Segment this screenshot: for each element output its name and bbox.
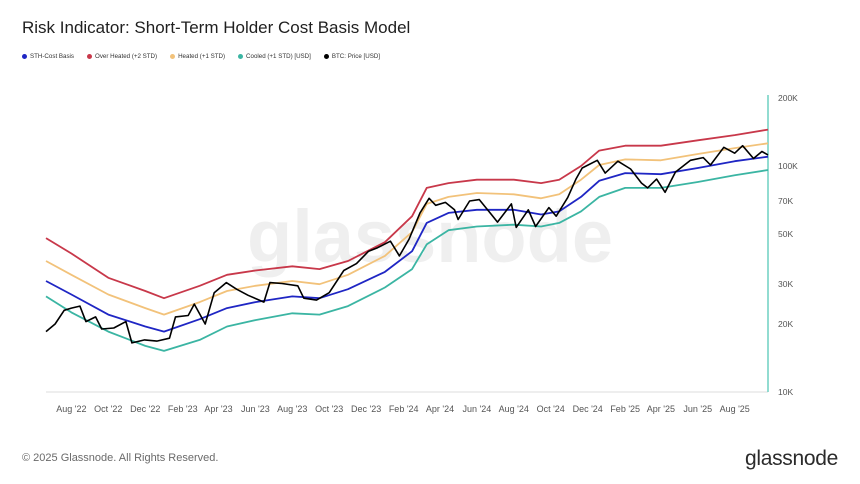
legend-item-btc-price[interactable]: BTC: Price [USD]	[323, 53, 381, 60]
legend-item-heated[interactable]: Heated (+1 STD)	[170, 53, 225, 60]
y-tick-label: 100K	[778, 161, 798, 171]
legend-dot	[170, 54, 176, 59]
watermark: glassnode	[247, 195, 613, 278]
x-tick-label: Apr '25	[647, 404, 675, 414]
series-line-cooled-1-std-usd	[45, 169, 769, 352]
x-tick-label: Jun '25	[683, 404, 712, 414]
legend-item-cooled[interactable]: Cooled (+1 STD) [USD]	[238, 53, 311, 60]
x-tick-label: Dec '24	[573, 404, 603, 414]
y-tick-label: 50K	[778, 229, 793, 239]
y-tick-label: 200K	[778, 93, 798, 103]
x-tick-label: Feb '25	[610, 404, 640, 414]
legend-dot	[87, 54, 93, 59]
legend-dot	[22, 54, 27, 59]
x-tick-label: Dec '23	[351, 404, 381, 414]
series-line-over-heated-2-std	[45, 128, 769, 300]
series-line-sth-cost-basis	[45, 155, 769, 333]
x-tick-label: Oct '24	[537, 404, 565, 414]
legend-label: Cooled (+1 STD) [USD]	[246, 53, 311, 60]
x-tick-label: Jun '24	[463, 404, 492, 414]
legend-dot	[238, 54, 244, 59]
x-tick-label: Feb '23	[168, 404, 198, 414]
x-tick-label: Jun '23	[241, 404, 270, 414]
legend: STH-Cost Basis Over Heated (+2 STD) Heat…	[22, 53, 380, 60]
x-tick-label: Feb '24	[389, 404, 419, 414]
series-line-btc-price-usd	[45, 144, 769, 344]
x-tick-label: Apr '23	[204, 404, 232, 414]
y-tick-label: 30K	[778, 279, 793, 289]
legend-item-sth-cost-basis[interactable]: STH-Cost Basis	[22, 53, 74, 60]
series-line-heated-1-std	[45, 142, 769, 316]
x-tick-label: Apr '24	[426, 404, 454, 414]
y-tick-label: 70K	[778, 196, 793, 206]
y-tick-label: 20K	[778, 319, 793, 329]
legend-item-over-heated[interactable]: Over Heated (+2 STD)	[87, 53, 157, 60]
y-axis-ticks: 10K 20K 30K 50K 70K 100K 200K	[778, 93, 798, 397]
x-tick-label: Dec '22	[130, 404, 160, 414]
x-tick-label: Aug '23	[277, 404, 307, 414]
legend-label: Over Heated (+2 STD)	[95, 53, 158, 60]
legend-label: Heated (+1 STD)	[178, 53, 226, 60]
copyright-text: © 2025 Glassnode. All Rights Reserved.	[22, 452, 219, 464]
x-tick-label: Aug '24	[499, 404, 529, 414]
x-tick-label: Oct '23	[315, 404, 343, 414]
x-tick-label: Oct '22	[94, 404, 122, 414]
series-layer	[45, 128, 769, 352]
x-tick-label: Aug '25	[720, 404, 750, 414]
chart-title: Risk Indicator: Short-Term Holder Cost B…	[22, 18, 411, 37]
x-tick-label: Aug '22	[56, 404, 86, 414]
legend-dot	[323, 54, 329, 59]
x-axis-ticks: Aug '22 Oct '22 Dec '22 Feb '23 Apr '23 Jun '…	[56, 404, 750, 414]
y-tick-label: 10K	[778, 387, 793, 397]
legend-label: STH-Cost Basis	[30, 53, 75, 60]
glassnode-logo[interactable]: glassnode	[744, 447, 838, 470]
legend-label: BTC: Price [USD]	[331, 53, 381, 60]
